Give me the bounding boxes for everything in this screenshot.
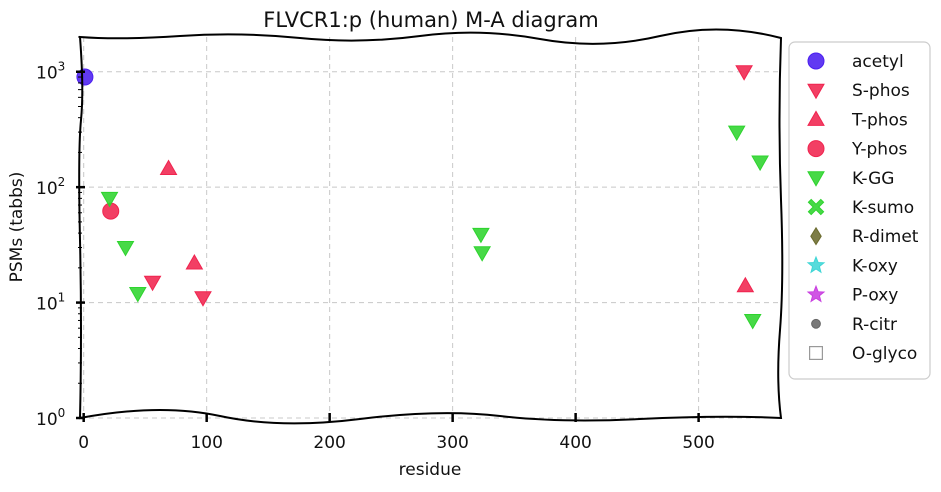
legend-marker-k-oxy <box>806 255 826 274</box>
data-point-t-phos <box>159 159 178 176</box>
legend-marker-k-sumo <box>807 198 825 216</box>
plot-area <box>76 65 769 330</box>
x-tick-label: 300 <box>436 433 468 453</box>
legend-marker-acetyl <box>807 52 825 70</box>
y-tick-label: 100 <box>36 406 65 430</box>
legend-label: K-oxy <box>852 256 898 276</box>
legend-label: acetyl <box>852 52 904 72</box>
y-tick-label: 102 <box>36 175 65 199</box>
plot-frame <box>78 28 784 425</box>
legend-label: K-GG <box>852 169 894 189</box>
data-point-s-phos <box>143 275 162 292</box>
data-point-k-gg <box>100 191 119 208</box>
data-point-t-phos <box>736 276 755 293</box>
legend-label: O-glyco <box>852 344 917 364</box>
data-point-k-gg <box>751 155 769 172</box>
data-point-t-phos <box>185 254 204 270</box>
data-point-acetyl <box>76 68 94 86</box>
data-point-s-phos <box>194 291 212 307</box>
legend-marker-k-gg <box>807 171 825 187</box>
legend-marker-r-dimet <box>810 226 822 246</box>
data-point-k-gg <box>473 246 492 262</box>
data-point-y-phos <box>102 202 120 220</box>
legend-label: R-citr <box>852 315 897 335</box>
y-tick-label: 101 <box>36 291 65 315</box>
legend: acetyl S-phos T-phos Y-phos K-GG K-sumo R-dime… <box>788 41 931 380</box>
legend-label: Y-phos <box>851 140 907 160</box>
legend-marker-y-phos <box>807 140 825 158</box>
legend-marker-p-oxy <box>806 284 826 303</box>
data-point-k-gg <box>472 227 490 244</box>
data-point-s-phos <box>735 65 753 81</box>
axis-ticks: 0 100 200 300 400 500 100 101 102 103 <box>36 36 715 453</box>
legend-label: K-sumo <box>852 198 914 218</box>
legend-marker-o-glyco <box>808 346 823 361</box>
y-axis-label: PSMs (tabbs) <box>7 172 27 283</box>
x-tick-label: 400 <box>559 433 591 453</box>
x-tick-label: 0 <box>78 433 89 453</box>
legend-marker-t-phos <box>807 110 825 126</box>
legend-label: R-dimet <box>852 227 919 247</box>
y-tick-label: 103 <box>36 60 65 84</box>
legend-label: T-phos <box>851 110 908 130</box>
grid <box>80 37 781 419</box>
data-point-k-gg <box>727 125 746 142</box>
x-tick-label: 100 <box>190 433 222 453</box>
legend-marker-s-phos <box>807 83 825 100</box>
data-point-k-gg <box>128 286 147 303</box>
x-tick-label: 500 <box>682 433 714 453</box>
legend-box <box>788 41 931 380</box>
x-tick-label: 200 <box>313 433 345 453</box>
legend-label: P-oxy <box>852 286 898 306</box>
chart-title: FLVCR1:p (human) M-A diagram <box>263 8 598 32</box>
x-axis-label: residue <box>399 460 462 480</box>
data-point-k-gg <box>116 241 135 257</box>
data-point-k-gg <box>743 313 762 330</box>
legend-label: S-phos <box>852 81 910 101</box>
legend-marker-r-citr <box>811 318 821 329</box>
